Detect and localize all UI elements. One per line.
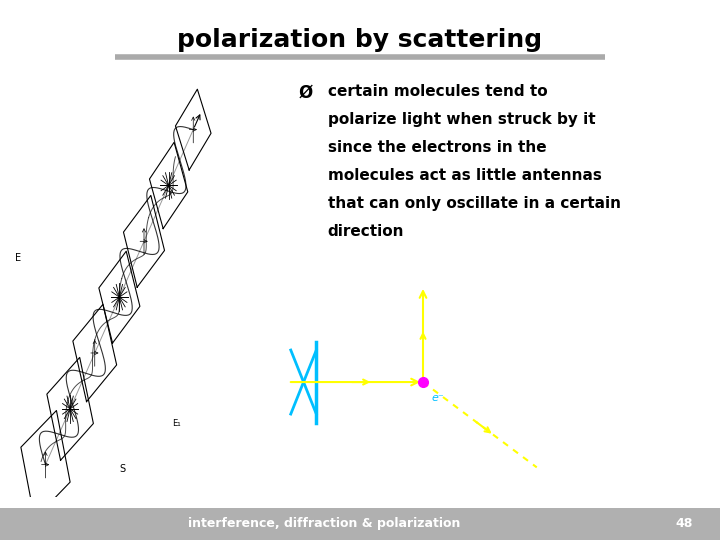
Bar bbox=[0, 508, 720, 540]
Text: since the electrons in the: since the electrons in the bbox=[328, 140, 546, 155]
Text: E₁: E₁ bbox=[173, 419, 181, 428]
Text: e⁻: e⁻ bbox=[431, 393, 444, 403]
Text: polarization by scattering: polarization by scattering bbox=[177, 29, 543, 52]
Text: 48: 48 bbox=[675, 517, 693, 530]
Text: S: S bbox=[119, 464, 125, 474]
Text: direction: direction bbox=[328, 224, 404, 239]
Text: molecules act as little antennas: molecules act as little antennas bbox=[328, 168, 601, 183]
Text: E: E bbox=[15, 253, 21, 263]
Text: interference, diffraction & polarization: interference, diffraction & polarization bbox=[188, 517, 460, 530]
Text: polarize light when struck by it: polarize light when struck by it bbox=[328, 112, 595, 127]
Text: Ø: Ø bbox=[299, 84, 313, 102]
Text: that can only oscillate in a certain: that can only oscillate in a certain bbox=[328, 196, 621, 211]
Text: certain molecules tend to: certain molecules tend to bbox=[328, 84, 547, 99]
